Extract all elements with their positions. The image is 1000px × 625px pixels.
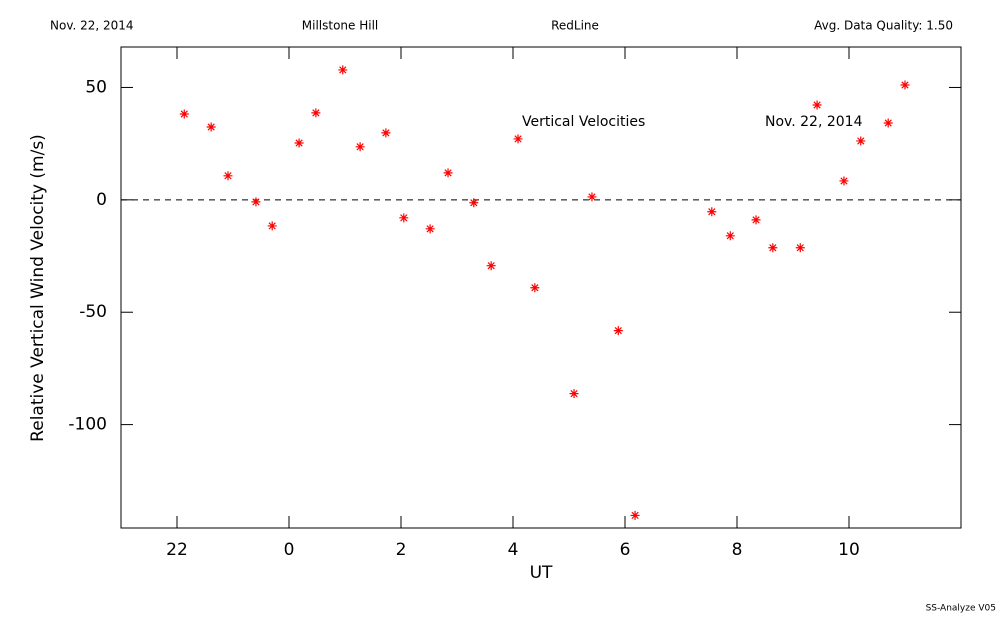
point	[251, 197, 261, 207]
header-quality: Avg. Data Quality: 1.50	[814, 19, 953, 33]
point	[725, 231, 735, 241]
point	[751, 215, 761, 225]
x-axis-label: UT	[530, 563, 553, 583]
y-tick-label: 50	[85, 77, 107, 97]
point	[425, 224, 435, 234]
x-tick-label: 2	[396, 540, 407, 560]
point	[486, 261, 496, 271]
point	[530, 283, 540, 293]
point	[206, 122, 216, 132]
annotation: Vertical Velocities	[522, 114, 645, 130]
point	[267, 221, 277, 231]
y-tick-label: 0	[96, 190, 107, 210]
point	[338, 65, 348, 75]
point	[569, 389, 579, 399]
header-instrument: RedLine	[551, 19, 599, 33]
point	[883, 118, 893, 128]
x-tick-label: 0	[284, 540, 295, 560]
point	[311, 108, 321, 118]
y-axis-label: Relative Vertical Wind Velocity (m/s)	[28, 134, 48, 442]
point	[381, 128, 391, 138]
x-tick-label: 6	[620, 540, 631, 560]
point	[294, 138, 304, 148]
annotation: Nov. 22, 2014	[765, 114, 863, 130]
point	[630, 510, 640, 520]
point	[223, 171, 233, 181]
point	[355, 142, 365, 152]
point	[900, 80, 910, 90]
point	[839, 176, 849, 186]
point	[613, 326, 623, 336]
point	[707, 207, 717, 217]
point	[856, 136, 866, 146]
point	[768, 243, 778, 253]
point	[587, 192, 597, 202]
y-tick-label: -100	[68, 415, 107, 435]
footer: SS-Analyze V05	[926, 604, 996, 614]
plot-frame	[120, 46, 962, 529]
point	[469, 198, 479, 208]
x-tick-label: 22	[166, 540, 188, 560]
x-tick-label: 8	[732, 540, 743, 560]
x-tick-label: 4	[508, 540, 519, 560]
point	[513, 134, 523, 144]
point	[399, 213, 409, 223]
x-tick-label: 10	[838, 540, 860, 560]
point	[812, 100, 822, 110]
point	[179, 109, 189, 119]
header-date: Nov. 22, 2014	[50, 19, 134, 33]
point	[795, 243, 805, 253]
header-site: Millstone Hill	[302, 19, 378, 33]
y-tick-label: -50	[79, 302, 107, 322]
point	[443, 168, 453, 178]
